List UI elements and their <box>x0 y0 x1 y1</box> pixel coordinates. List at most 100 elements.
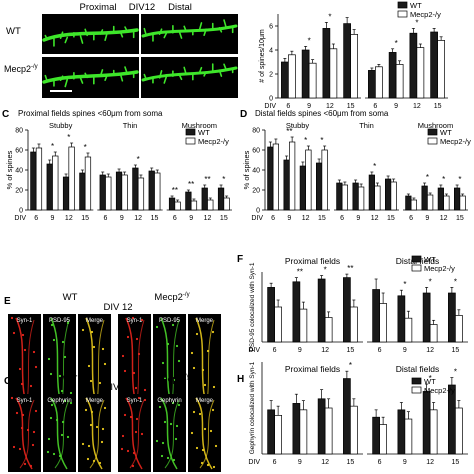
channel-label: Syn-1 <box>17 398 33 404</box>
bar <box>448 292 456 343</box>
channel-label: PSD-95 <box>159 318 181 324</box>
bar <box>422 391 431 455</box>
x-tick-label: 15 <box>434 103 442 110</box>
bar <box>404 317 413 343</box>
significance-marker: * <box>454 368 457 377</box>
spine <box>124 66 128 74</box>
stained-neurite <box>199 399 215 469</box>
group-title: Thin <box>359 121 374 130</box>
y-axis-label: % of spines <box>242 150 251 189</box>
bar <box>385 178 392 211</box>
x-tick-label: 6 <box>104 215 108 222</box>
x-tick-label: 9 <box>51 215 55 222</box>
spine <box>203 28 207 37</box>
bar <box>46 163 53 211</box>
x-tick-label: 15 <box>347 103 355 110</box>
x-tick-label: 9 <box>403 347 407 354</box>
significance-marker: * <box>304 136 307 145</box>
x-tick-label: 6 <box>340 215 344 222</box>
legend-label: Mecp2-/y <box>440 137 471 146</box>
bar <box>429 324 438 343</box>
puncta <box>201 448 205 452</box>
puncta <box>143 398 147 402</box>
legend-swatch <box>185 137 196 145</box>
channel-label: Syn-1 <box>127 318 143 324</box>
puncta <box>211 330 215 334</box>
stained-neurite <box>164 399 180 469</box>
channel-label: PSD-95 <box>49 318 71 324</box>
x-tick-label: 12 <box>302 215 310 222</box>
legend-swatch <box>411 386 422 394</box>
puncta <box>123 369 127 373</box>
bar <box>350 34 358 99</box>
spine <box>223 19 227 28</box>
bar <box>422 292 431 343</box>
spine <box>79 77 84 84</box>
spine <box>198 66 203 74</box>
y-tick-label: 40 <box>15 168 23 175</box>
spine <box>163 76 168 84</box>
stain-image <box>188 394 221 472</box>
puncta <box>177 403 181 407</box>
spine <box>183 25 187 33</box>
channel-label: Merge <box>86 398 104 404</box>
puncta <box>95 425 99 429</box>
x-tick-label: 6 <box>409 215 413 222</box>
puncta <box>134 430 138 434</box>
puncta <box>98 381 102 385</box>
bar <box>154 172 161 211</box>
bar <box>336 182 343 211</box>
bar <box>79 172 86 211</box>
puncta <box>55 418 59 422</box>
puncta <box>134 386 138 390</box>
stained-neurite <box>54 399 70 469</box>
legend-swatch <box>397 1 408 9</box>
bar <box>388 52 397 99</box>
y-tick-label: 20 <box>15 188 23 195</box>
group-title: Stubby <box>286 121 310 130</box>
puncta <box>214 444 218 448</box>
bar <box>299 308 308 343</box>
panel-g: G WT DIV 12 Mecp2-/y Syn-1 Gephyrin Merge S… <box>4 374 221 472</box>
col-label-div: DIV12 <box>129 2 155 13</box>
significance-marker: * <box>320 136 323 145</box>
x-tick-label: 12 <box>204 215 212 222</box>
bar <box>121 174 128 211</box>
bar <box>397 295 406 343</box>
puncta <box>47 437 51 441</box>
puncta <box>98 461 102 465</box>
bar <box>137 177 145 211</box>
puncta <box>29 384 33 388</box>
group-title: Proximal fields <box>285 364 340 374</box>
puncta <box>203 427 207 431</box>
y-tick-label: 0 <box>19 208 23 215</box>
panel-letter-g: G <box>4 376 12 387</box>
x-tick-label: 9 <box>120 215 124 222</box>
stained-neurite <box>129 399 145 469</box>
significance-marker: ** <box>297 268 303 277</box>
bar <box>429 409 438 455</box>
puncta <box>198 412 202 416</box>
puncta <box>86 457 90 461</box>
bar <box>343 23 351 99</box>
channel-label: Merge <box>196 318 214 324</box>
group-title: Proximal fields <box>285 256 340 266</box>
significance-marker: * <box>67 133 70 142</box>
bar <box>52 155 59 211</box>
group-title: Mushroom <box>418 121 453 130</box>
x-tick-label: 12 <box>413 103 421 110</box>
puncta <box>63 355 67 359</box>
stained-neurite <box>125 397 143 470</box>
stained-neurite <box>15 397 33 470</box>
puncta <box>26 428 30 432</box>
bar <box>217 187 225 211</box>
puncta <box>52 452 56 456</box>
x-tick-label: 15 <box>151 215 159 222</box>
x-tick-label: 12 <box>65 215 73 222</box>
bar <box>267 287 275 343</box>
panel-e-ko-title: Mecp2-/y <box>154 292 189 303</box>
bar <box>409 32 418 99</box>
y-tick-label: 2 <box>269 72 273 79</box>
